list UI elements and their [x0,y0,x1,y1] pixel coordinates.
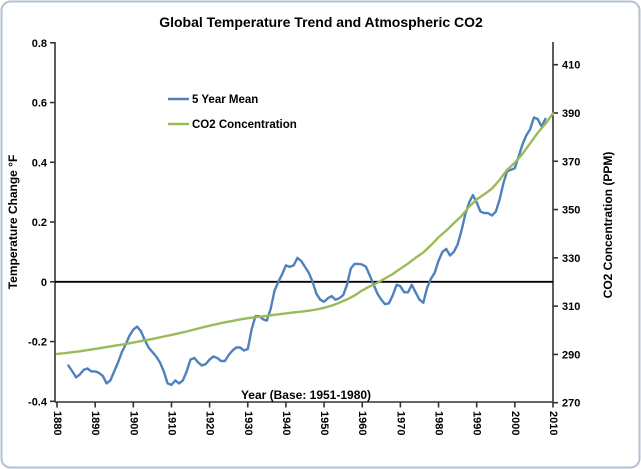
left-axis-tick-label: 0.8 [32,38,47,50]
x-axis-tick-label: 1950 [318,411,330,435]
left-axis-tick-label: -0.2 [28,337,47,349]
x-axis-tick-label: 1940 [280,411,292,435]
right-axis-title: CO2 Concentration (PPM) [601,152,615,299]
series-layer [55,112,555,387]
legend-label-co2-concentration: CO2 Concentration [192,119,297,131]
right-axis-tick-label: 270 [562,398,580,410]
left-axis-tick-label: 0 [41,277,47,289]
x-axis-tick-label: 1990 [471,411,483,435]
x-axis-tick-label: 2000 [509,411,521,435]
x-axis-tick-label: 2010 [547,411,559,435]
right-axis-tick-label: 370 [562,156,580,168]
x-axis-tick-label: 1980 [433,411,445,435]
left-axis-tick-label: 0.4 [32,157,48,169]
x-axis-tick-label: 1900 [127,411,139,435]
right-axis-tick-label: 390 [562,108,580,120]
left-axis-tick-label: 0.2 [32,217,47,229]
left-axis-title: Temperature Change °F [6,155,20,290]
left-axis-tick-label: -0.4 [28,396,48,408]
x-axis-tick-label: 1880 [51,411,63,435]
x-axis-tick-label: 1930 [242,411,254,435]
x-axis-title: Year (Base: 1951-1980) [241,388,371,402]
left-axis-tick-label: 0.6 [32,98,47,110]
series-line-5-year-mean [67,116,547,387]
x-axis-tick-label: 1890 [89,411,101,435]
right-axis-tick-label: 290 [562,349,580,361]
x-axis-tick-label: 1970 [394,411,406,435]
x-axis-tick-label: 1960 [356,411,368,435]
right-axis-tick-label: 330 [562,253,580,265]
x-axis-tick-label: 1920 [204,411,216,435]
right-axis-tick-label: 350 [562,205,580,217]
legend-label-5-year-mean: 5 Year Mean [192,94,258,106]
legend: 5 Year Mean CO2 Concentration [168,94,297,131]
right-axis-tick-label: 310 [562,301,580,313]
x-axis-tick-label: 1910 [165,411,177,435]
right-axis-tick-label: 410 [562,60,580,72]
axes-layer: -0.4 -0.2 0 0.2 0.4 0.6 0.8 270 290 310 330 350 370 3… [28,38,580,436]
series-line-co2-concentration [55,112,555,356]
chart-title: Global Temperature Trend and Atmospheric… [159,14,483,30]
